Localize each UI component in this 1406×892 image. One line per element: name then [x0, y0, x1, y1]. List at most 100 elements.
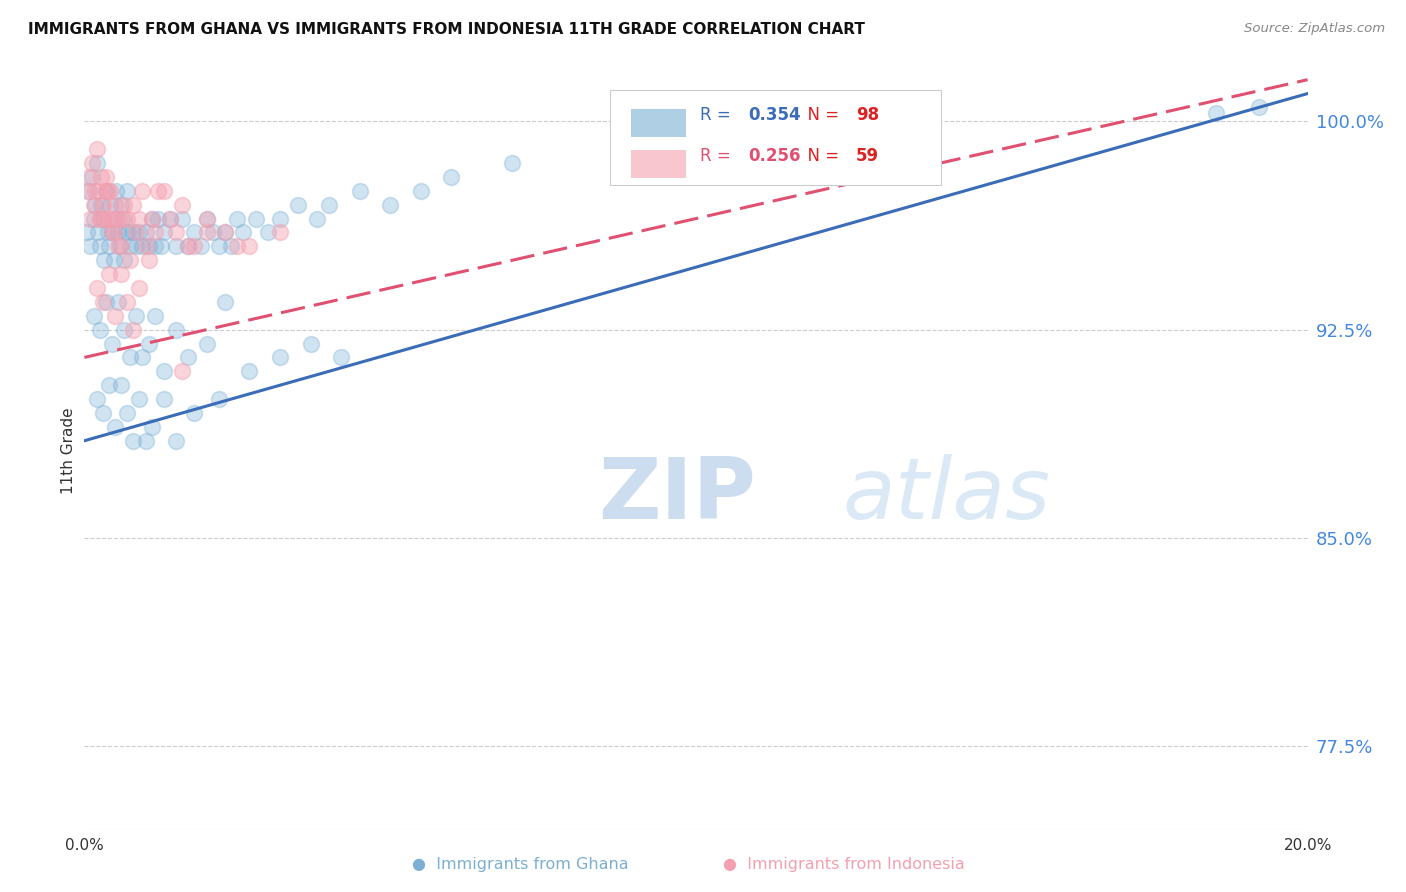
Point: [84, 184, 107, 198]
Point: [219, 239, 242, 253]
Point: [86, 142, 108, 156]
Point: [159, 211, 181, 226]
Text: ZIP: ZIP: [598, 454, 756, 538]
Point: [115, 226, 138, 240]
Point: [122, 434, 145, 448]
Point: [172, 211, 194, 226]
Point: [112, 211, 135, 226]
Point: [143, 226, 166, 240]
Point: [79, 239, 101, 253]
Point: [208, 392, 231, 406]
Point: [93, 253, 115, 268]
Point: [380, 197, 402, 211]
Point: [98, 197, 121, 211]
Point: [76, 184, 98, 198]
Point: [245, 211, 267, 226]
Point: [165, 226, 187, 240]
Point: [94, 169, 117, 184]
Point: [97, 239, 120, 253]
Point: [269, 226, 291, 240]
Point: [177, 239, 200, 253]
Point: [89, 211, 111, 226]
Point: [104, 197, 127, 211]
Text: N =: N =: [797, 106, 845, 125]
Point: [135, 226, 157, 240]
Point: [165, 239, 187, 253]
Point: [101, 226, 124, 240]
Point: [91, 197, 114, 211]
Point: [80, 156, 103, 170]
Point: [232, 226, 254, 240]
Point: [143, 309, 166, 323]
Point: [195, 226, 218, 240]
Point: [177, 239, 200, 253]
Point: [165, 323, 187, 337]
Point: [195, 336, 218, 351]
Point: [91, 294, 114, 309]
Point: [128, 226, 150, 240]
Point: [190, 239, 212, 253]
Text: 59: 59: [856, 147, 879, 166]
Point: [110, 239, 132, 253]
Text: IMMIGRANTS FROM GHANA VS IMMIGRANTS FROM INDONESIA 11TH GRADE CORRELATION CHART: IMMIGRANTS FROM GHANA VS IMMIGRANTS FROM…: [28, 22, 865, 37]
Point: [131, 184, 153, 198]
Point: [135, 434, 157, 448]
Point: [502, 156, 524, 170]
Point: [89, 323, 111, 337]
Point: [90, 197, 112, 211]
Point: [131, 239, 153, 253]
Point: [195, 211, 218, 226]
Point: [86, 281, 108, 295]
Point: [287, 197, 309, 211]
Point: [153, 184, 176, 198]
Point: [330, 351, 353, 365]
Point: [101, 211, 124, 226]
Point: [141, 211, 163, 226]
Point: [299, 336, 322, 351]
Text: ●  Immigrants from Ghana: ● Immigrants from Ghana: [412, 857, 628, 872]
Point: [91, 406, 114, 420]
Point: [183, 226, 205, 240]
Point: [87, 226, 110, 240]
Text: R =: R =: [700, 106, 735, 125]
FancyBboxPatch shape: [631, 150, 686, 178]
Point: [195, 211, 218, 226]
Point: [143, 239, 166, 253]
Point: [80, 169, 103, 184]
Point: [201, 226, 224, 240]
Point: [94, 184, 117, 198]
Point: [77, 169, 100, 184]
Point: [141, 211, 163, 226]
Point: [128, 392, 150, 406]
Text: atlas: atlas: [842, 454, 1050, 538]
Point: [103, 226, 125, 240]
Point: [110, 267, 132, 281]
FancyBboxPatch shape: [631, 109, 686, 137]
Point: [177, 351, 200, 365]
Point: [115, 184, 138, 198]
Point: [120, 253, 142, 268]
Point: [269, 351, 291, 365]
Point: [125, 309, 148, 323]
Point: [97, 267, 120, 281]
Point: [153, 226, 176, 240]
Point: [103, 253, 125, 268]
Point: [93, 211, 115, 226]
Point: [226, 211, 249, 226]
Point: [122, 226, 145, 240]
Point: [84, 197, 107, 211]
Point: [214, 294, 236, 309]
Point: [90, 169, 112, 184]
Point: [86, 156, 108, 170]
Point: [146, 211, 169, 226]
Point: [183, 239, 205, 253]
Point: [105, 184, 128, 198]
Point: [409, 184, 432, 198]
Point: [104, 211, 127, 226]
Y-axis label: 11th Grade: 11th Grade: [60, 407, 76, 494]
Point: [226, 239, 249, 253]
Text: N =: N =: [797, 147, 845, 166]
Point: [153, 364, 176, 378]
Point: [122, 197, 145, 211]
Point: [77, 184, 100, 198]
